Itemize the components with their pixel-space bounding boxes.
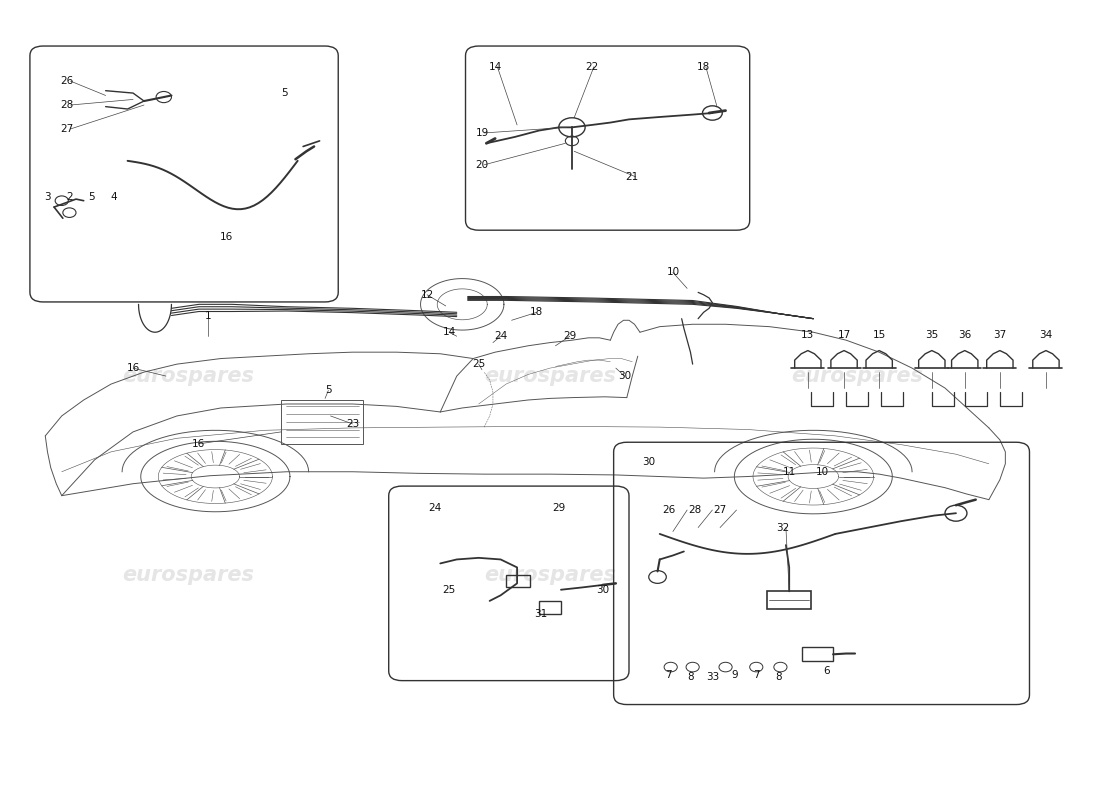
Text: 8: 8 bbox=[774, 673, 781, 682]
Text: eurospares: eurospares bbox=[791, 366, 923, 386]
Text: 5: 5 bbox=[282, 88, 288, 98]
Text: 19: 19 bbox=[475, 128, 488, 138]
Text: 31: 31 bbox=[535, 609, 548, 618]
Text: eurospares: eurospares bbox=[484, 366, 616, 386]
Text: 11: 11 bbox=[782, 466, 795, 477]
Text: 30: 30 bbox=[596, 585, 609, 594]
Text: 16: 16 bbox=[220, 231, 233, 242]
Text: 20: 20 bbox=[475, 160, 488, 170]
Text: 4: 4 bbox=[110, 192, 117, 202]
Text: 9: 9 bbox=[732, 670, 738, 680]
Text: 26: 26 bbox=[662, 505, 675, 515]
Text: 14: 14 bbox=[442, 327, 455, 338]
Text: 1: 1 bbox=[205, 311, 211, 322]
Text: 28: 28 bbox=[60, 100, 74, 110]
Text: 36: 36 bbox=[958, 330, 971, 340]
Text: 12: 12 bbox=[420, 290, 433, 300]
Bar bbox=[802, 647, 833, 662]
Text: 25: 25 bbox=[472, 359, 485, 369]
Text: 16: 16 bbox=[192, 439, 206, 449]
Text: 37: 37 bbox=[993, 330, 1007, 340]
Bar bbox=[506, 575, 530, 586]
Text: 10: 10 bbox=[815, 466, 828, 477]
Text: 29: 29 bbox=[552, 502, 565, 513]
Text: 28: 28 bbox=[689, 505, 702, 515]
Text: 18: 18 bbox=[697, 62, 711, 72]
Text: 30: 30 bbox=[642, 457, 656, 467]
Text: 17: 17 bbox=[837, 330, 850, 340]
Text: 24: 24 bbox=[494, 331, 507, 342]
Text: 22: 22 bbox=[585, 62, 598, 72]
Text: 7: 7 bbox=[754, 670, 760, 680]
Text: 21: 21 bbox=[626, 172, 639, 182]
Text: 27: 27 bbox=[60, 124, 74, 134]
Text: 2: 2 bbox=[66, 192, 73, 202]
Text: 13: 13 bbox=[801, 330, 814, 340]
Text: 35: 35 bbox=[925, 330, 938, 340]
Text: 30: 30 bbox=[618, 371, 631, 381]
Text: 32: 32 bbox=[776, 522, 789, 533]
Text: 18: 18 bbox=[530, 307, 543, 318]
Text: 33: 33 bbox=[706, 673, 719, 682]
Text: 26: 26 bbox=[60, 76, 74, 86]
Text: 25: 25 bbox=[442, 585, 455, 594]
Text: eurospares: eurospares bbox=[122, 366, 254, 386]
Text: 34: 34 bbox=[1040, 330, 1053, 340]
Text: 10: 10 bbox=[667, 267, 680, 278]
Text: 5: 5 bbox=[88, 192, 95, 202]
Text: 7: 7 bbox=[666, 670, 672, 680]
Text: 15: 15 bbox=[872, 330, 886, 340]
Text: 29: 29 bbox=[563, 331, 576, 342]
Text: 14: 14 bbox=[488, 62, 502, 72]
Bar bbox=[767, 591, 811, 609]
Text: eurospares: eurospares bbox=[122, 566, 254, 586]
Text: 6: 6 bbox=[823, 666, 829, 676]
Text: 24: 24 bbox=[428, 502, 441, 513]
Text: 8: 8 bbox=[688, 673, 694, 682]
Bar bbox=[539, 601, 561, 614]
Text: 16: 16 bbox=[126, 363, 140, 373]
Text: eurospares: eurospares bbox=[484, 566, 616, 586]
Bar bbox=[282, 400, 363, 444]
Text: 3: 3 bbox=[44, 192, 51, 202]
Text: 27: 27 bbox=[714, 505, 727, 515]
Text: 5: 5 bbox=[324, 386, 332, 395]
Text: 23: 23 bbox=[345, 419, 359, 429]
